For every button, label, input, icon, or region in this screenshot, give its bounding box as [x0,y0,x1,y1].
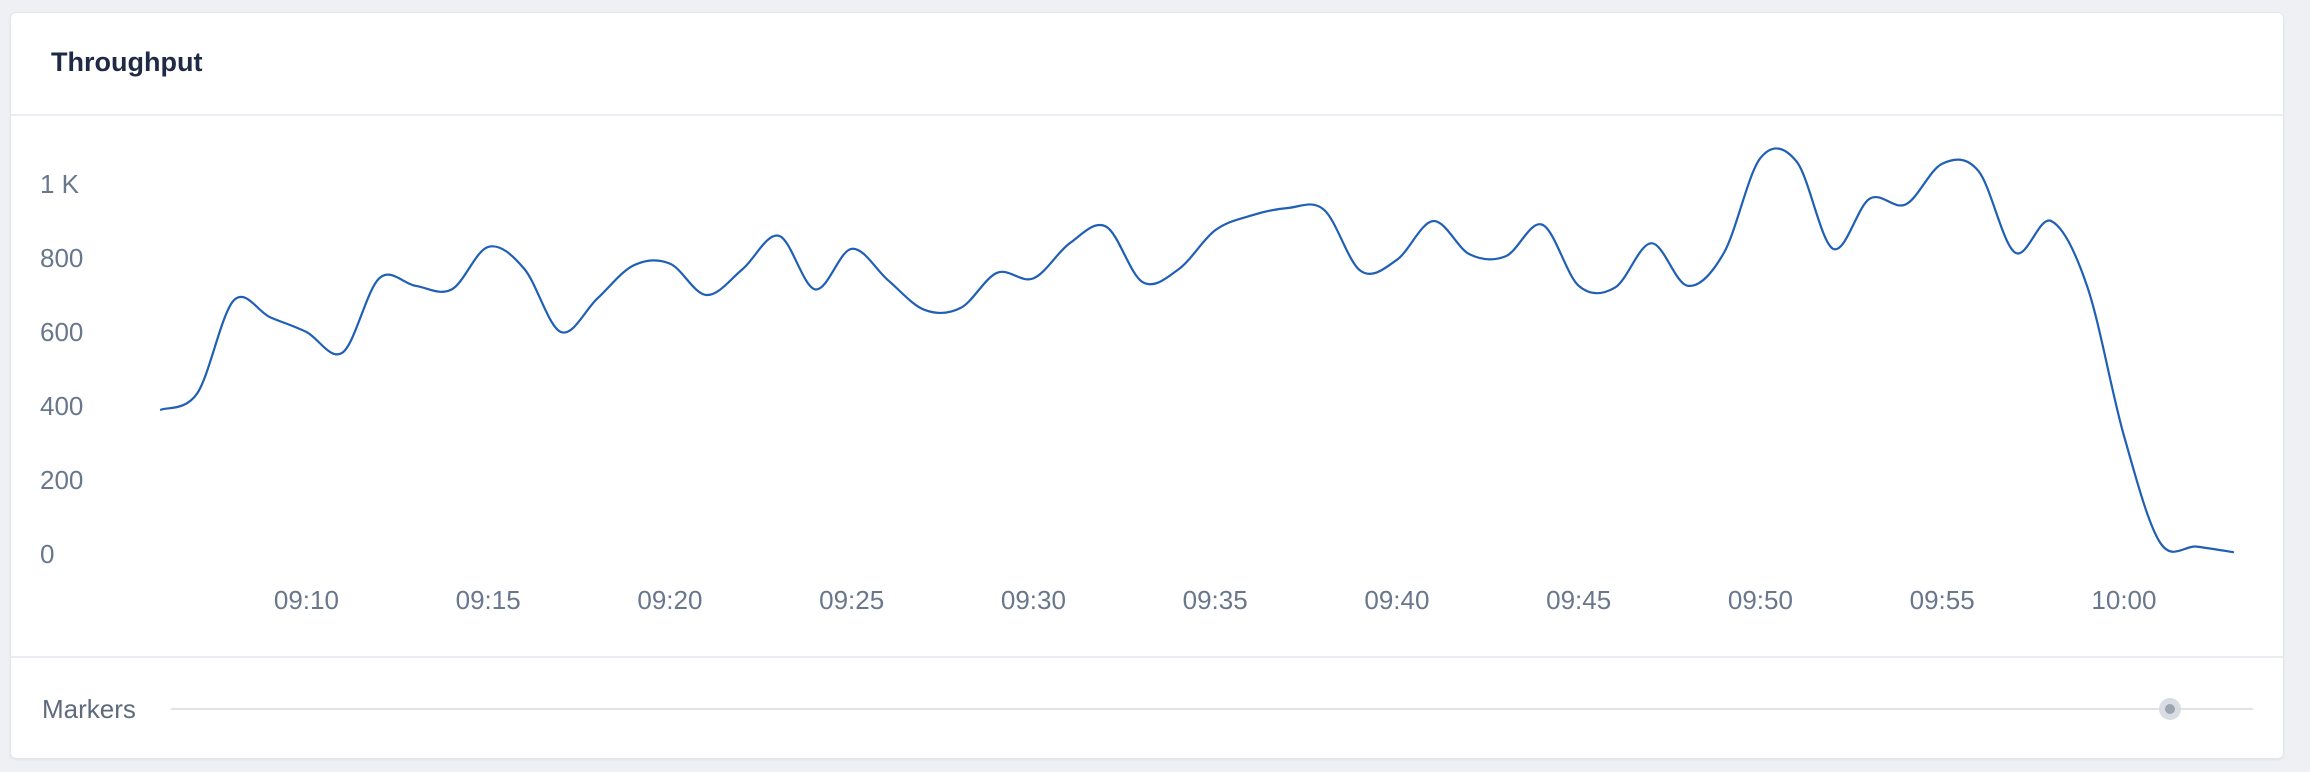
data-point[interactable] [994,270,1000,276]
data-point[interactable] [1576,283,1582,289]
data-point[interactable] [1030,275,1036,281]
data-point[interactable] [1648,240,1654,246]
data-point[interactable] [1430,218,1436,224]
data-point[interactable] [1830,246,1836,252]
data-point[interactable] [812,286,818,292]
data-point[interactable] [1539,222,1545,228]
data-point[interactable] [703,292,709,298]
throughput-chart[interactable]: 0 200 400 600 800 1 K 09:10 09:15 09:20 09:25 09:3… [11,116,2283,656]
data-point[interactable] [594,296,600,302]
data-point[interactable] [1321,207,1327,213]
data-point[interactable] [958,305,964,311]
x-tick-label: 09:55 [1910,585,1975,615]
data-point[interactable] [376,275,382,281]
y-tick-label: 1 K [40,169,80,199]
data-point[interactable] [1867,196,1873,202]
data-point[interactable] [1067,240,1073,246]
x-tick-label: 09:40 [1364,585,1429,615]
x-tick-label: 09:15 [456,585,521,615]
data-point[interactable] [231,298,237,304]
data-point[interactable] [1794,159,1800,165]
y-tick-label: 0 [40,539,54,569]
data-point[interactable] [1903,201,1909,207]
data-point[interactable] [1757,155,1763,161]
x-tick-label: 09:50 [1728,585,1793,615]
markers-handle[interactable] [2158,698,2181,720]
data-point[interactable] [2048,218,2054,224]
x-tick-label: 09:45 [1546,585,1611,615]
x-tick-label: 09:35 [1183,585,1248,615]
data-point[interactable] [1140,279,1146,285]
x-tick-label: 09:25 [819,585,884,615]
x-tick-label: 09:20 [637,585,702,615]
data-point[interactable] [1212,227,1218,233]
data-point[interactable] [1176,266,1182,272]
data-point[interactable] [2194,544,2200,550]
data-point[interactable] [1976,168,1982,174]
data-point[interactable] [776,233,782,239]
markers-bar: Markers [11,656,2283,758]
data-point[interactable] [1467,251,1473,257]
data-point[interactable] [631,262,637,268]
data-point[interactable] [921,307,927,313]
y-tick-label: 800 [40,243,83,273]
y-tick-label: 600 [40,317,83,347]
data-point[interactable] [1721,250,1727,256]
data-point[interactable] [740,266,746,272]
data-point[interactable] [158,407,164,413]
throughput-panel: Throughput 0 200 400 600 800 1 K 09:10 09:15 09:… [10,12,2284,759]
data-point[interactable] [1503,253,1509,259]
data-point[interactable] [1358,268,1364,274]
data-point[interactable] [849,246,855,252]
y-tick-label: 400 [40,391,83,421]
data-point[interactable] [485,244,491,250]
data-point[interactable] [1939,161,1945,167]
data-point[interactable] [1685,283,1691,289]
data-point[interactable] [885,277,891,283]
chart-svg: 0 200 400 600 800 1 K 09:10 09:15 09:20 09:25 09:3… [40,147,2235,615]
data-point[interactable] [522,266,528,272]
panel-title: Throughput [51,47,203,77]
x-tick-label: 09:30 [1001,585,1066,615]
data-point[interactable] [558,329,564,335]
throughput-series-line[interactable] [159,147,2235,554]
data-point[interactable] [2121,433,2127,439]
data-point[interactable] [1285,205,1291,211]
markers-label: Markers [42,694,136,724]
data-point[interactable] [1394,257,1400,263]
data-point[interactable] [667,261,673,267]
data-point[interactable] [2012,250,2018,256]
data-point[interactable] [2157,540,2163,546]
data-point[interactable] [340,349,346,355]
x-tick-label: 09:10 [274,585,339,615]
data-point[interactable] [1612,285,1618,291]
data-point[interactable] [2230,549,2236,555]
data-point[interactable] [1249,212,1255,218]
data-point[interactable] [413,283,419,289]
data-point[interactable] [1103,224,1109,230]
data-point[interactable] [303,329,309,335]
data-point[interactable] [267,314,273,320]
data-point[interactable] [2085,285,2091,291]
markers-track[interactable] [171,708,2253,710]
data-point[interactable] [449,286,455,292]
x-tick-label: 10:00 [2091,585,2156,615]
y-tick-label: 200 [40,465,83,495]
panel-header: Throughput [11,13,2283,116]
data-point[interactable] [194,390,200,396]
